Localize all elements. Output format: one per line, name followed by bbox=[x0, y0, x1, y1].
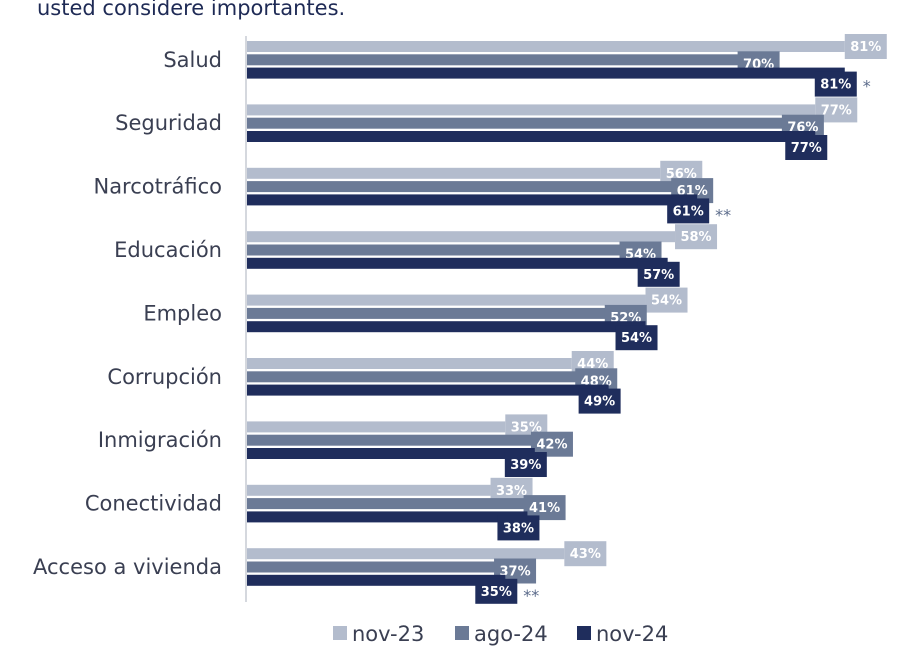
category-label-seguridad: Seguridad bbox=[115, 111, 222, 135]
annotation-narcotrafico: ** bbox=[715, 205, 731, 224]
category-label-acceso-a-vivienda: Acceso a vivienda bbox=[33, 555, 222, 579]
category-label-narcotrafico: Narcotráfico bbox=[93, 175, 222, 199]
data-label-salud-nov-23: 81% bbox=[844, 34, 887, 59]
data-label-text: 39% bbox=[510, 458, 541, 473]
data-label-text: 38% bbox=[503, 521, 534, 536]
data-label-salud-nov-24: 81% bbox=[814, 71, 857, 97]
data-label-box bbox=[667, 198, 710, 224]
data-label-text: 54% bbox=[651, 294, 682, 309]
data-label-box bbox=[637, 261, 680, 287]
legend-swatch bbox=[577, 626, 591, 640]
data-label-text: 54% bbox=[621, 331, 652, 346]
bar-inmigracion-nov-24 bbox=[247, 448, 535, 459]
category-label-corrupcion: Corrupción bbox=[107, 365, 222, 389]
bar-salud-nov-23 bbox=[247, 41, 845, 52]
data-label-text: 42% bbox=[536, 438, 567, 453]
data-label-educacion-nov-23: 58% bbox=[675, 224, 718, 250]
data-label-box bbox=[675, 224, 718, 250]
bar-empleo-nov-23 bbox=[247, 294, 646, 306]
data-label-text: 81% bbox=[850, 40, 881, 55]
data-label-text: 33% bbox=[496, 484, 527, 499]
data-label-empleo-nov-24: 54% bbox=[615, 325, 658, 351]
data-label-empleo-nov-23: 54% bbox=[645, 287, 688, 313]
bar-acceso-a-vivienda-ago-24 bbox=[247, 561, 521, 573]
data-label-text: 41% bbox=[529, 501, 560, 516]
data-label-text: 37% bbox=[499, 565, 530, 580]
bar-empleo-ago-24 bbox=[247, 307, 631, 319]
bar-corrupcion-ago-24 bbox=[247, 371, 602, 383]
data-label-narcotrafico-nov-24: 61% bbox=[667, 198, 710, 224]
bar-salud-ago-24 bbox=[247, 54, 764, 66]
legend-item-nov-24: nov-24 bbox=[577, 622, 668, 646]
data-label-text: 44% bbox=[577, 357, 608, 372]
data-label-educacion-nov-24: 57% bbox=[637, 261, 680, 287]
bar-acceso-a-vivienda-nov-24 bbox=[247, 574, 506, 586]
bar-acceso-a-vivienda-nov-23 bbox=[247, 548, 565, 560]
bar-seguridad-nov-24 bbox=[247, 131, 816, 142]
bar-narcotrafico-nov-24 bbox=[247, 194, 698, 206]
bar-corrupcion-nov-23 bbox=[247, 358, 572, 369]
data-label-box bbox=[785, 135, 828, 160]
data-label-box bbox=[504, 452, 547, 477]
data-label-box bbox=[578, 388, 621, 414]
data-label-text: 61% bbox=[673, 204, 704, 219]
data-label-text: 43% bbox=[570, 547, 601, 562]
bar-conectividad-ago-24 bbox=[247, 498, 550, 510]
bar-empleo-nov-24 bbox=[247, 321, 646, 333]
data-label-text: 58% bbox=[680, 230, 711, 245]
legend-swatch bbox=[333, 626, 347, 640]
legend-label: nov-24 bbox=[596, 622, 668, 646]
bar-inmigracion-ago-24 bbox=[247, 434, 557, 446]
data-label-conectividad-nov-24: 38% bbox=[497, 515, 540, 541]
bar-educacion-nov-23 bbox=[247, 231, 676, 243]
data-label-box bbox=[564, 541, 607, 567]
data-label-conectividad-ago-24: 41% bbox=[523, 495, 566, 521]
category-label-inmigracion: Inmigración bbox=[98, 428, 222, 452]
chart-subtitle: usted considere importantes. bbox=[37, 0, 346, 20]
legend-swatch bbox=[455, 626, 469, 640]
data-label-text: 57% bbox=[643, 268, 674, 283]
data-label-box bbox=[497, 515, 540, 541]
data-label-corrupcion-nov-24: 49% bbox=[578, 388, 621, 414]
data-label-acceso-a-vivienda-nov-23: 43% bbox=[564, 541, 607, 567]
bar-educacion-ago-24 bbox=[247, 244, 646, 256]
bar-seguridad-nov-23 bbox=[247, 104, 816, 116]
annotation-acceso-a-vivienda: ** bbox=[523, 586, 539, 605]
data-label-text: 49% bbox=[584, 395, 615, 410]
data-label-seguridad-nov-23: 77% bbox=[815, 97, 858, 123]
data-label-box bbox=[615, 325, 658, 351]
legend-item-ago-24: ago-24 bbox=[455, 622, 548, 646]
bar-educacion-nov-24 bbox=[247, 257, 668, 269]
bar-corrupcion-nov-24 bbox=[247, 384, 609, 396]
data-label-box bbox=[844, 34, 887, 59]
bar-narcotrafico-ago-24 bbox=[247, 181, 698, 193]
data-label-text: 77% bbox=[791, 141, 822, 156]
data-label-inmigracion-nov-24: 39% bbox=[504, 452, 547, 477]
data-label-seguridad-nov-24: 77% bbox=[785, 135, 828, 160]
category-label-empleo: Empleo bbox=[143, 301, 222, 325]
data-label-text: 77% bbox=[821, 103, 852, 118]
data-label-box bbox=[475, 578, 518, 604]
bar-seguridad-ago-24 bbox=[247, 117, 808, 129]
legend-item-nov-23: nov-23 bbox=[333, 622, 424, 646]
legend-label: nov-23 bbox=[352, 622, 424, 646]
bar-salud-nov-24 bbox=[247, 67, 845, 79]
data-label-text: 81% bbox=[820, 78, 851, 93]
bar-inmigracion-nov-23 bbox=[247, 421, 506, 433]
annotation-salud: * bbox=[863, 77, 871, 96]
data-label-text: 35% bbox=[481, 585, 512, 600]
data-label-text: 35% bbox=[511, 420, 542, 435]
data-label-box bbox=[814, 71, 857, 97]
bar-narcotrafico-nov-23 bbox=[247, 167, 661, 179]
data-label-box bbox=[645, 287, 688, 313]
data-label-acceso-a-vivienda-nov-24: 35% bbox=[475, 578, 518, 604]
bar-conectividad-nov-24 bbox=[247, 511, 528, 523]
data-label-text: 56% bbox=[666, 167, 697, 182]
bar-conectividad-nov-23 bbox=[247, 484, 491, 496]
category-label-educacion: Educación bbox=[114, 238, 222, 262]
category-label-salud: Salud bbox=[163, 48, 222, 72]
category-label-conectividad: Conectividad bbox=[85, 492, 222, 516]
legend-label: ago-24 bbox=[474, 622, 548, 646]
